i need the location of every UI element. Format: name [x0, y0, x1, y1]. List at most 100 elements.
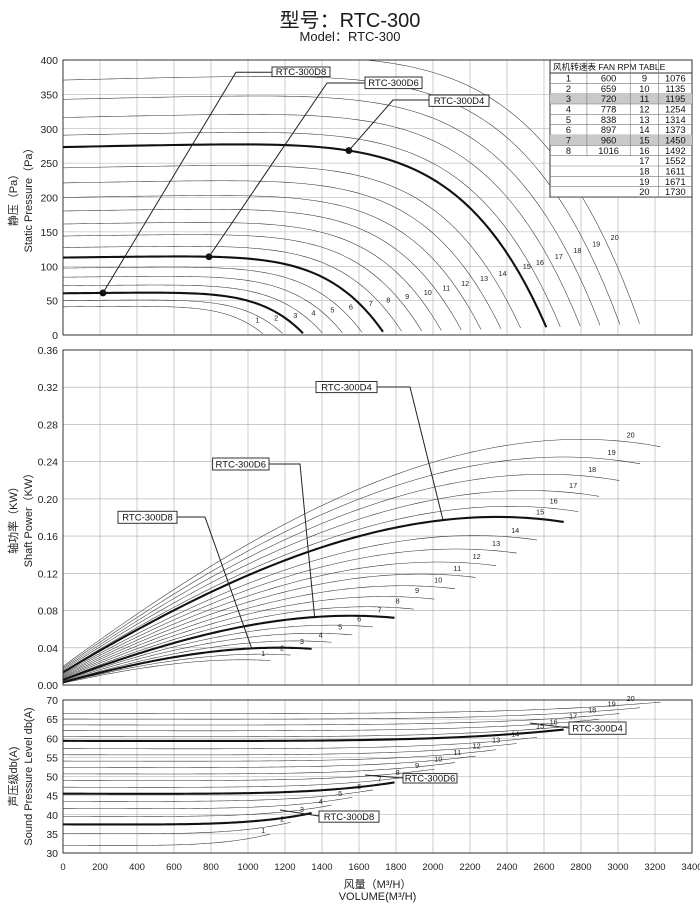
svg-text:RTC-300D6: RTC-300D6 [368, 78, 419, 89]
svg-text:9: 9 [642, 74, 647, 84]
svg-text:10: 10 [424, 288, 432, 297]
svg-text:13: 13 [492, 735, 500, 744]
svg-text:20: 20 [627, 430, 635, 439]
svg-text:800: 800 [203, 862, 219, 873]
svg-text:9: 9 [415, 761, 419, 770]
svg-text:11: 11 [640, 94, 650, 104]
svg-text:Shaft Power（KW）: Shaft Power（KW） [22, 468, 35, 568]
svg-text:960: 960 [601, 136, 617, 146]
svg-text:100: 100 [40, 261, 58, 273]
svg-text:1000: 1000 [237, 862, 258, 873]
svg-text:11: 11 [454, 748, 462, 757]
svg-text:4: 4 [319, 797, 323, 806]
svg-text:1800: 1800 [385, 862, 406, 873]
svg-text:8: 8 [566, 146, 571, 156]
svg-text:RTC-300D4: RTC-300D4 [321, 382, 372, 393]
svg-text:17: 17 [639, 156, 649, 166]
svg-text:1016: 1016 [598, 146, 619, 156]
svg-text:4: 4 [312, 308, 316, 317]
svg-text:风量（M³/H）: 风量（M³/H） [344, 878, 412, 891]
svg-text:0.08: 0.08 [38, 606, 59, 618]
svg-text:0.24: 0.24 [38, 457, 59, 469]
svg-text:风机转速表 FAN RPM TABLE: 风机转速表 FAN RPM TABLE [553, 61, 666, 72]
svg-text:12: 12 [639, 105, 649, 115]
svg-text:50: 50 [46, 296, 58, 308]
svg-text:40: 40 [46, 810, 58, 822]
svg-text:12: 12 [473, 742, 481, 751]
svg-text:2: 2 [280, 643, 284, 652]
svg-text:6: 6 [566, 125, 571, 135]
svg-text:17: 17 [569, 711, 577, 720]
svg-text:14: 14 [639, 125, 649, 135]
svg-text:3400: 3400 [681, 862, 700, 873]
svg-text:20: 20 [611, 233, 619, 242]
svg-text:20: 20 [627, 694, 635, 703]
svg-text:10: 10 [434, 755, 442, 764]
svg-text:2: 2 [274, 313, 278, 322]
svg-text:30: 30 [46, 848, 58, 860]
svg-text:2600: 2600 [533, 862, 554, 873]
svg-text:19: 19 [608, 448, 616, 457]
svg-text:2800: 2800 [570, 862, 591, 873]
svg-text:60: 60 [46, 733, 58, 745]
svg-text:1400: 1400 [311, 862, 332, 873]
svg-text:400: 400 [40, 55, 58, 67]
svg-text:0: 0 [60, 862, 65, 873]
svg-text:Static Pressure（Pa）: Static Pressure（Pa） [22, 142, 35, 252]
svg-text:2200: 2200 [459, 862, 480, 873]
svg-text:0.00: 0.00 [38, 680, 59, 692]
svg-text:897: 897 [601, 125, 617, 135]
svg-text:15: 15 [639, 136, 649, 146]
svg-text:55: 55 [46, 752, 58, 764]
svg-text:659: 659 [601, 84, 617, 94]
svg-text:400: 400 [129, 862, 145, 873]
svg-text:6: 6 [349, 303, 353, 312]
svg-text:1730: 1730 [665, 187, 686, 197]
svg-text:1314: 1314 [665, 115, 686, 125]
svg-text:720: 720 [601, 94, 617, 104]
svg-text:6: 6 [357, 782, 361, 791]
svg-text:20: 20 [639, 187, 649, 197]
svg-text:8: 8 [396, 596, 400, 605]
svg-text:9: 9 [415, 586, 419, 595]
svg-text:1: 1 [261, 649, 265, 658]
svg-text:200: 200 [92, 862, 108, 873]
svg-text:16: 16 [639, 146, 649, 156]
svg-text:7: 7 [369, 299, 373, 308]
svg-text:0.16: 0.16 [38, 531, 59, 543]
svg-text:声压级db(A): 声压级db(A) [6, 747, 20, 807]
svg-text:600: 600 [166, 862, 182, 873]
svg-text:13: 13 [639, 115, 649, 125]
svg-text:1200: 1200 [274, 862, 295, 873]
svg-text:19: 19 [592, 240, 600, 249]
svg-text:17: 17 [555, 252, 563, 261]
svg-text:RTC-300D4: RTC-300D4 [434, 96, 485, 107]
svg-text:250: 250 [40, 158, 58, 170]
svg-text:VOLUME(M³/H): VOLUME(M³/H) [339, 891, 417, 903]
svg-text:1195: 1195 [665, 94, 685, 104]
svg-text:15: 15 [523, 262, 531, 271]
svg-text:18: 18 [588, 706, 596, 715]
svg-text:1135: 1135 [665, 84, 685, 94]
svg-text:12: 12 [461, 279, 469, 288]
svg-text:11: 11 [443, 283, 451, 292]
svg-text:19: 19 [608, 700, 616, 709]
svg-text:6: 6 [357, 615, 361, 624]
svg-text:1671: 1671 [665, 177, 686, 187]
svg-text:1450: 1450 [665, 136, 686, 146]
svg-text:3000: 3000 [607, 862, 628, 873]
svg-text:0.04: 0.04 [38, 643, 59, 655]
svg-text:RTC-300D8: RTC-300D8 [276, 67, 327, 78]
svg-text:4: 4 [319, 630, 323, 639]
svg-text:45: 45 [46, 791, 58, 803]
svg-text:1: 1 [261, 826, 265, 835]
svg-text:13: 13 [492, 539, 500, 548]
svg-text:1600: 1600 [348, 862, 369, 873]
svg-text:RTC-300D6: RTC-300D6 [405, 774, 456, 785]
svg-text:2400: 2400 [496, 862, 517, 873]
svg-text:12: 12 [473, 552, 481, 561]
svg-text:65: 65 [46, 714, 58, 726]
svg-text:16: 16 [536, 258, 544, 267]
svg-text:7: 7 [566, 136, 571, 146]
svg-text:0.28: 0.28 [38, 419, 59, 431]
